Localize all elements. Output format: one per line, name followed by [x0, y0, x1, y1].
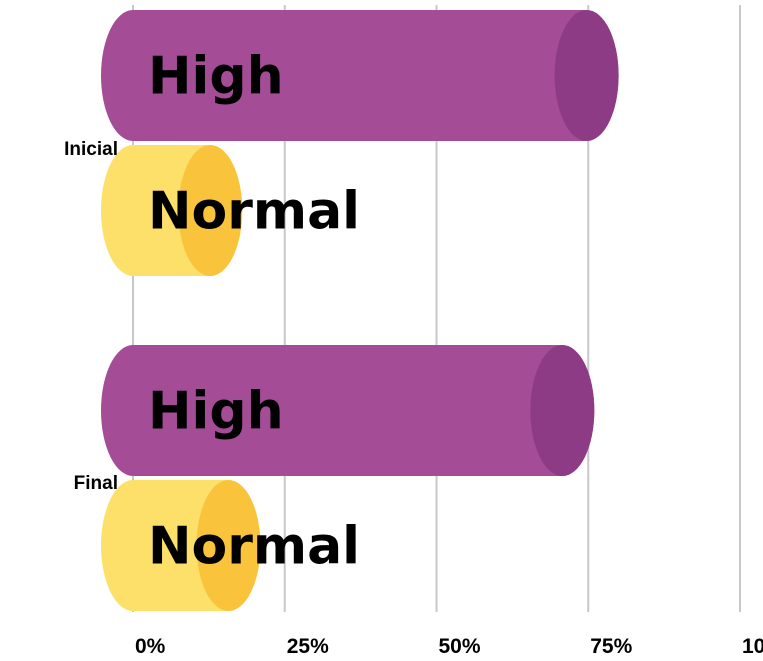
bar-body — [101, 10, 619, 141]
bar-high — [101, 10, 619, 141]
bar-data-label: Normal — [148, 517, 360, 577]
x-tick-label: 50% — [439, 635, 481, 658]
x-tick-label: 0% — [135, 635, 166, 658]
bar-cap — [554, 10, 619, 141]
bar-high — [101, 345, 595, 476]
x-tick-label: 100% — [742, 635, 763, 658]
bars — [101, 10, 619, 611]
bar-normal — [101, 145, 243, 276]
category-label: Inicial — [64, 139, 118, 160]
x-tick-label: 75% — [590, 635, 632, 658]
bar-cap — [530, 345, 595, 476]
bar-data-label: Normal — [148, 182, 360, 242]
bar-cap — [196, 480, 261, 611]
bar-cap — [178, 145, 243, 276]
x-tick-label: 25% — [287, 635, 329, 658]
bar-normal — [101, 480, 261, 611]
category-label: Final — [74, 473, 118, 494]
labels: 0% 25% 50% 75% 100% Inicial High Normal Final Hig… — [64, 47, 763, 659]
bar-data-label: High — [148, 47, 284, 107]
bar-data-label: High — [148, 382, 284, 442]
bar-body — [101, 345, 595, 476]
